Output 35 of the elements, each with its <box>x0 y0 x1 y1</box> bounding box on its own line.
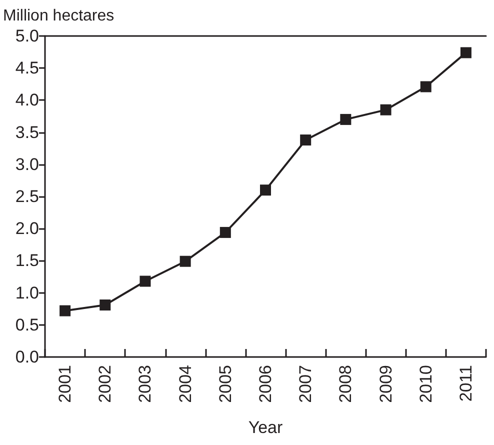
y-tick-label: 4.0 <box>15 90 39 110</box>
x-tick-label: 2007 <box>296 365 316 403</box>
point <box>420 81 432 92</box>
y-tick-label: 2.0 <box>15 219 39 238</box>
y-tick-label: 1.5 <box>15 251 39 270</box>
x-tick-label: 2006 <box>256 365 275 403</box>
x-tick-label: 2001 <box>56 365 75 403</box>
point <box>180 256 191 267</box>
point <box>260 184 271 196</box>
x-tick-label: 2011 <box>456 365 476 402</box>
y-tick-label: 0.0 <box>15 348 39 366</box>
point <box>60 305 71 316</box>
x-tick-label: 2004 <box>176 365 195 403</box>
y-tick-label: 5.0 <box>15 26 39 46</box>
y-tick-label: 3.0 <box>15 154 39 174</box>
point <box>380 104 392 116</box>
x-tick-label: 2002 <box>96 365 115 403</box>
point <box>140 276 151 287</box>
point <box>220 226 231 238</box>
point <box>460 47 472 58</box>
point <box>340 114 352 125</box>
y-tick-label: 1.0 <box>15 283 39 302</box>
x-tick-label: 2010 <box>416 365 436 403</box>
x-tick-label: 2003 <box>136 365 155 403</box>
x-tick-label: 2009 <box>376 365 396 403</box>
x-axis-title: Year <box>248 418 284 437</box>
x-tick-label: 2008 <box>336 365 356 403</box>
x-tick-label: 2005 <box>216 365 235 403</box>
y-tick-label: 2.5 <box>15 187 39 206</box>
y-tick-label: 3.5 <box>15 122 39 142</box>
y-axis-title: Million hectares <box>3 8 114 24</box>
y-tick-label: 4.5 <box>15 58 39 78</box>
point <box>300 134 312 146</box>
point <box>100 300 111 310</box>
y-tick-label: 0.5 <box>15 315 39 334</box>
